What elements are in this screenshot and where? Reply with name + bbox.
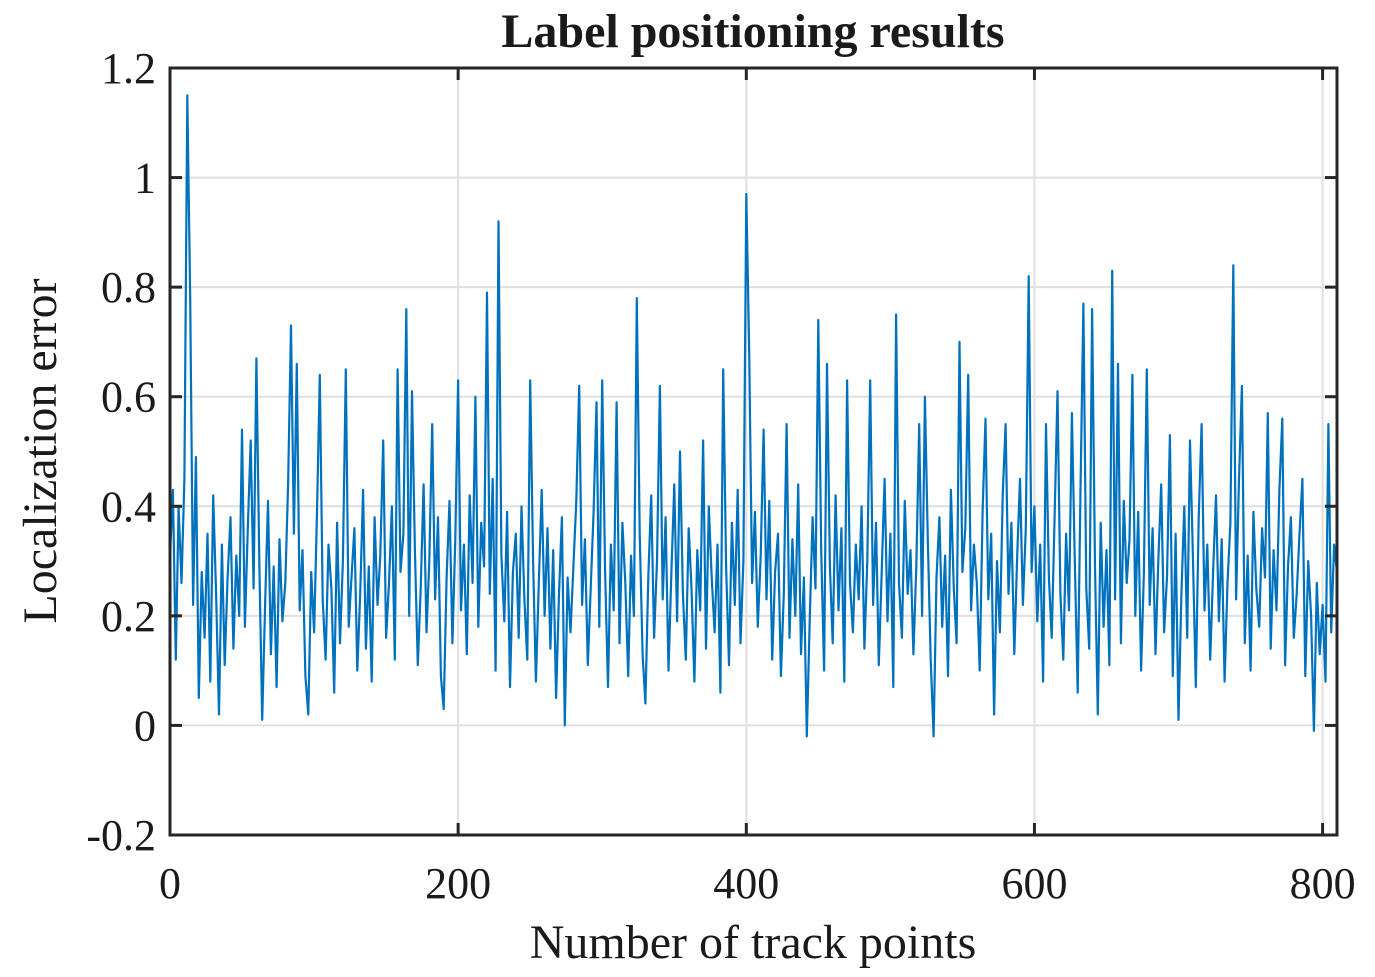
- y-tick-label: 1: [134, 154, 156, 203]
- y-tick-label: -0.2: [86, 811, 156, 860]
- x-tick-label: 200: [425, 859, 491, 908]
- y-tick-label: 1.2: [101, 44, 156, 93]
- y-axis-label: Localization error: [14, 278, 67, 623]
- y-tick-label: 0.8: [101, 263, 156, 312]
- y-tick-label: 0.2: [101, 592, 156, 641]
- x-tick-label: 400: [713, 859, 779, 908]
- y-tick-label: 0: [134, 701, 156, 750]
- x-tick-label: 600: [1001, 859, 1067, 908]
- series-line: [168, 94, 1339, 738]
- y-tick-label: 0.6: [101, 373, 156, 422]
- chart-title: Label positioning results: [501, 5, 1004, 58]
- x-tick-label: 800: [1290, 859, 1356, 908]
- y-tick-label: 0.4: [101, 482, 156, 531]
- axes-box: [168, 66, 1339, 837]
- x-tick-label: 0: [159, 859, 181, 908]
- tick-labels: 0 200 400 600 800-0.200.20.40.60.811.2: [86, 44, 1355, 908]
- data-series: [168, 94, 1339, 738]
- plot-area: [170, 68, 1337, 835]
- x-axis-label: Number of track points: [530, 916, 977, 969]
